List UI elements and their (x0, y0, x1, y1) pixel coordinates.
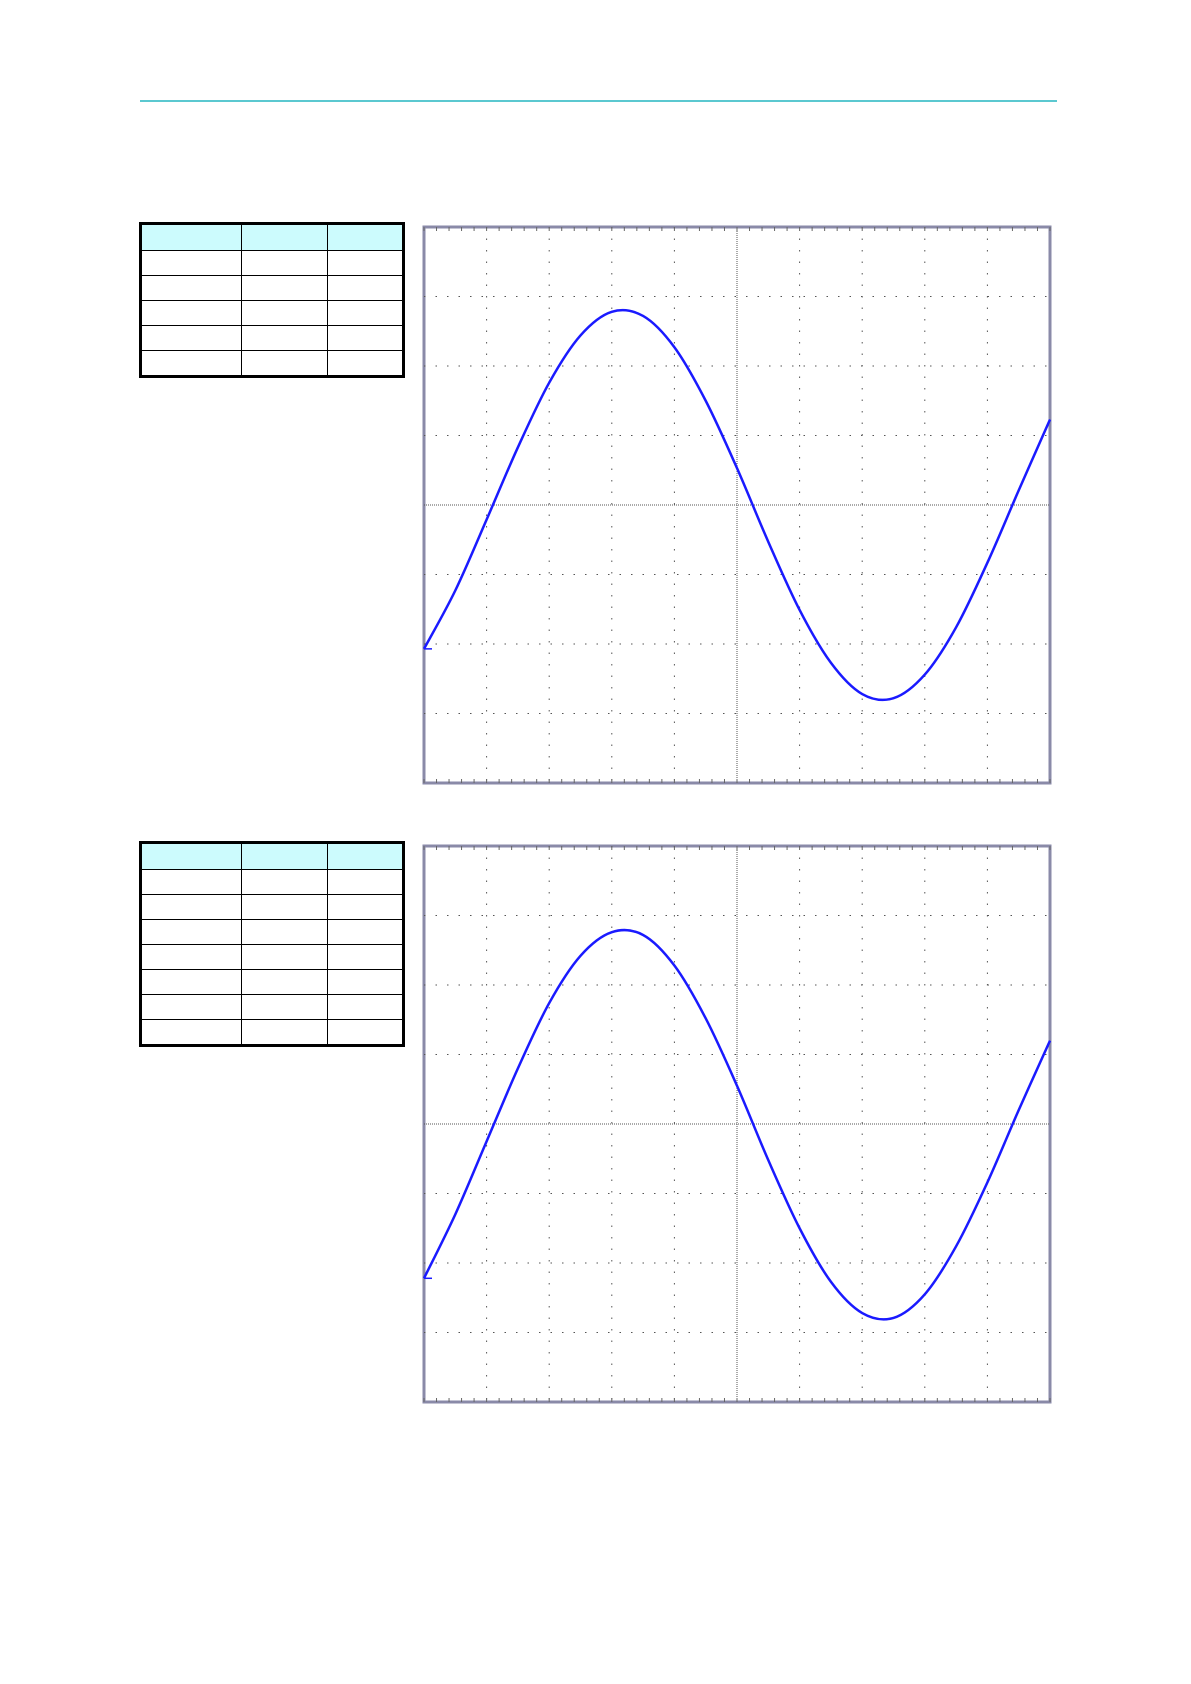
table-cell (327, 944, 404, 970)
table-row (140, 969, 404, 995)
table-cell (140, 944, 242, 970)
table-cell (327, 300, 404, 326)
waveform-trace (422, 928, 1052, 1321)
table-header-row (140, 842, 404, 870)
oscilloscope-waveform-2 (422, 844, 1052, 1404)
table-cell (327, 1019, 404, 1046)
table-cell (327, 275, 404, 301)
table-cell (140, 300, 242, 326)
table-row (140, 350, 404, 377)
table-cell (241, 223, 328, 251)
table-cell (327, 250, 404, 276)
spec-table-1 (139, 222, 405, 378)
header-rule (140, 100, 1057, 102)
oscilloscope-waveform-1 (422, 225, 1052, 785)
table-cell (140, 250, 242, 276)
table-cell (241, 300, 328, 326)
table-cell (327, 969, 404, 995)
table-header-row (140, 223, 404, 251)
table-row (140, 275, 404, 301)
table-row (140, 894, 404, 920)
table-cell (140, 275, 242, 301)
table-cell (241, 842, 328, 870)
table-cell (327, 223, 404, 251)
table-cell (327, 350, 404, 377)
table-cell (241, 350, 328, 377)
table-cell (140, 869, 242, 895)
table-cell (140, 1019, 242, 1046)
waveform-trace (422, 308, 1052, 702)
table-row (140, 1019, 404, 1046)
table-cell (327, 325, 404, 351)
table-cell (241, 894, 328, 920)
table-cell (327, 842, 404, 870)
table-cell (140, 919, 242, 945)
table-cell (140, 894, 242, 920)
table-cell (241, 994, 328, 1020)
table-cell (327, 994, 404, 1020)
table-cell (140, 969, 242, 995)
table-cell (140, 842, 242, 870)
table-cell (241, 969, 328, 995)
table-cell (140, 325, 242, 351)
table-row (140, 994, 404, 1020)
table-row (140, 944, 404, 970)
table-cell (241, 1019, 328, 1046)
table-cell (241, 250, 328, 276)
table-cell (327, 894, 404, 920)
table-cell (241, 944, 328, 970)
table-row (140, 325, 404, 351)
table-cell (140, 350, 242, 377)
table-cell (241, 869, 328, 895)
table-row (140, 250, 404, 276)
table-cell (241, 325, 328, 351)
table-row (140, 300, 404, 326)
table-cell (140, 223, 242, 251)
table-cell (140, 994, 242, 1020)
table-cell (327, 869, 404, 895)
table-cell (241, 919, 328, 945)
table-cell (327, 919, 404, 945)
table-row (140, 869, 404, 895)
spec-table-2 (139, 841, 405, 1047)
table-cell (241, 275, 328, 301)
table-row (140, 919, 404, 945)
